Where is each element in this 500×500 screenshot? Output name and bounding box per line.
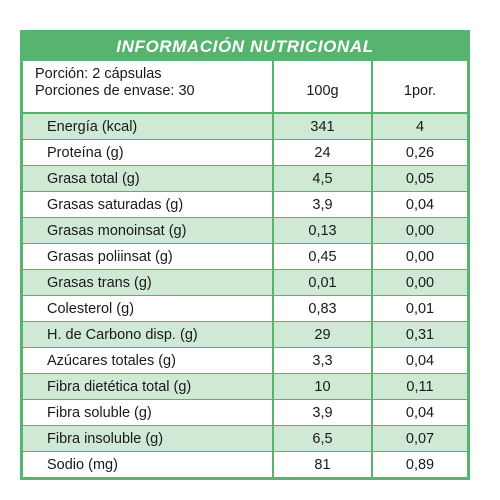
value-100g: 24 — [274, 140, 373, 165]
value-100g: 341 — [274, 114, 373, 139]
value-portion: 0,26 — [405, 144, 435, 161]
value-portion: 0,04 — [405, 352, 435, 369]
value-100g: 0,83 — [274, 296, 373, 321]
value-portion: 0,00 — [405, 222, 435, 239]
label-title: INFORMACIÓN NUTRICIONAL — [23, 33, 467, 61]
table-row: Proteína (g) 24 0,26 — [23, 140, 467, 166]
value-100g: 29 — [274, 322, 373, 347]
nutrient-name: Grasas saturadas (g) — [23, 192, 274, 217]
nutrient-name: Energía (kcal) — [23, 114, 274, 139]
value-100g: 4,5 — [274, 166, 373, 191]
nutrient-name: H. de Carbono disp. (g) — [23, 322, 274, 347]
table-row: Grasas poliinsat (g) 0,45 0,00 — [23, 244, 467, 270]
value-100g: 10 — [274, 374, 373, 399]
nutrition-label: INFORMACIÓN NUTRICIONAL Porción: 2 cápsu… — [20, 30, 470, 480]
portion-text: Porción: 2 cápsulas — [35, 66, 162, 82]
table-row: H. de Carbono disp. (g) 29 0,31 — [23, 322, 467, 348]
value-100g: 3,3 — [274, 348, 373, 373]
table-row: Energía (kcal) 341 4 — [23, 114, 467, 140]
nutrient-name: Grasas monoinsat (g) — [23, 218, 274, 243]
value-portion: 0,31 — [405, 326, 435, 343]
value-portion: 0,01 — [405, 300, 435, 317]
value-100g: 6,5 — [274, 426, 373, 451]
value-portion: 0,04 — [405, 196, 435, 213]
table-row: Grasa total (g) 4,5 0,05 — [23, 166, 467, 192]
table-row: Grasas saturadas (g) 3,9 0,04 — [23, 192, 467, 218]
value-100g: 81 — [274, 452, 373, 478]
value-portion: 0,00 — [405, 274, 435, 291]
nutrient-name: Azúcares totales (g) — [23, 348, 274, 373]
value-portion: 0,05 — [405, 170, 435, 187]
column-header-100g: 100g — [274, 61, 373, 112]
value-portion: 0,11 — [406, 378, 434, 395]
header-row: Porción: 2 cápsulas Porciones de envase:… — [23, 61, 467, 114]
nutrient-name: Proteína (g) — [23, 140, 274, 165]
value-100g: 3,9 — [274, 400, 373, 425]
value-portion: 4 — [415, 118, 425, 135]
servings-per-container-text: Porciones de envase: 30 — [35, 83, 195, 99]
table-row: Fibra dietética total (g) 10 0,11 — [23, 374, 467, 400]
value-portion: 0,89 — [405, 457, 435, 473]
column-header-portion: 1por. — [403, 82, 437, 99]
value-portion: 0,00 — [405, 248, 435, 265]
nutrient-table: Energía (kcal) 341 4 Proteína (g) 24 0,2… — [23, 114, 467, 478]
table-row: Azúcares totales (g) 3,3 0,04 — [23, 348, 467, 374]
table-row: Grasas trans (g) 0,01 0,00 — [23, 270, 467, 296]
serving-info: Porción: 2 cápsulas Porciones de envase:… — [23, 61, 274, 112]
value-portion: 0,04 — [405, 404, 435, 421]
nutrient-name: Grasa total (g) — [23, 166, 274, 191]
value-100g: 0,01 — [274, 270, 373, 295]
nutrient-name: Fibra dietética total (g) — [23, 374, 274, 399]
nutrient-name: Sodio (mg) — [23, 452, 274, 478]
value-100g: 0,45 — [274, 244, 373, 269]
value-portion: 0,07 — [405, 430, 435, 447]
table-row: Sodio (mg) 81 0,89 — [23, 452, 467, 478]
table-row: Fibra insoluble (g) 6,5 0,07 — [23, 426, 467, 452]
value-100g: 3,9 — [274, 192, 373, 217]
nutrient-name: Colesterol (g) — [23, 296, 274, 321]
table-row: Fibra soluble (g) 3,9 0,04 — [23, 400, 467, 426]
value-100g: 0,13 — [274, 218, 373, 243]
nutrient-name: Grasas poliinsat (g) — [23, 244, 274, 269]
nutrient-name: Fibra soluble (g) — [23, 400, 274, 425]
table-row: Colesterol (g) 0,83 0,01 — [23, 296, 467, 322]
nutrient-name: Grasas trans (g) — [23, 270, 274, 295]
nutrient-name: Fibra insoluble (g) — [23, 426, 274, 451]
table-row: Grasas monoinsat (g) 0,13 0,00 — [23, 218, 467, 244]
